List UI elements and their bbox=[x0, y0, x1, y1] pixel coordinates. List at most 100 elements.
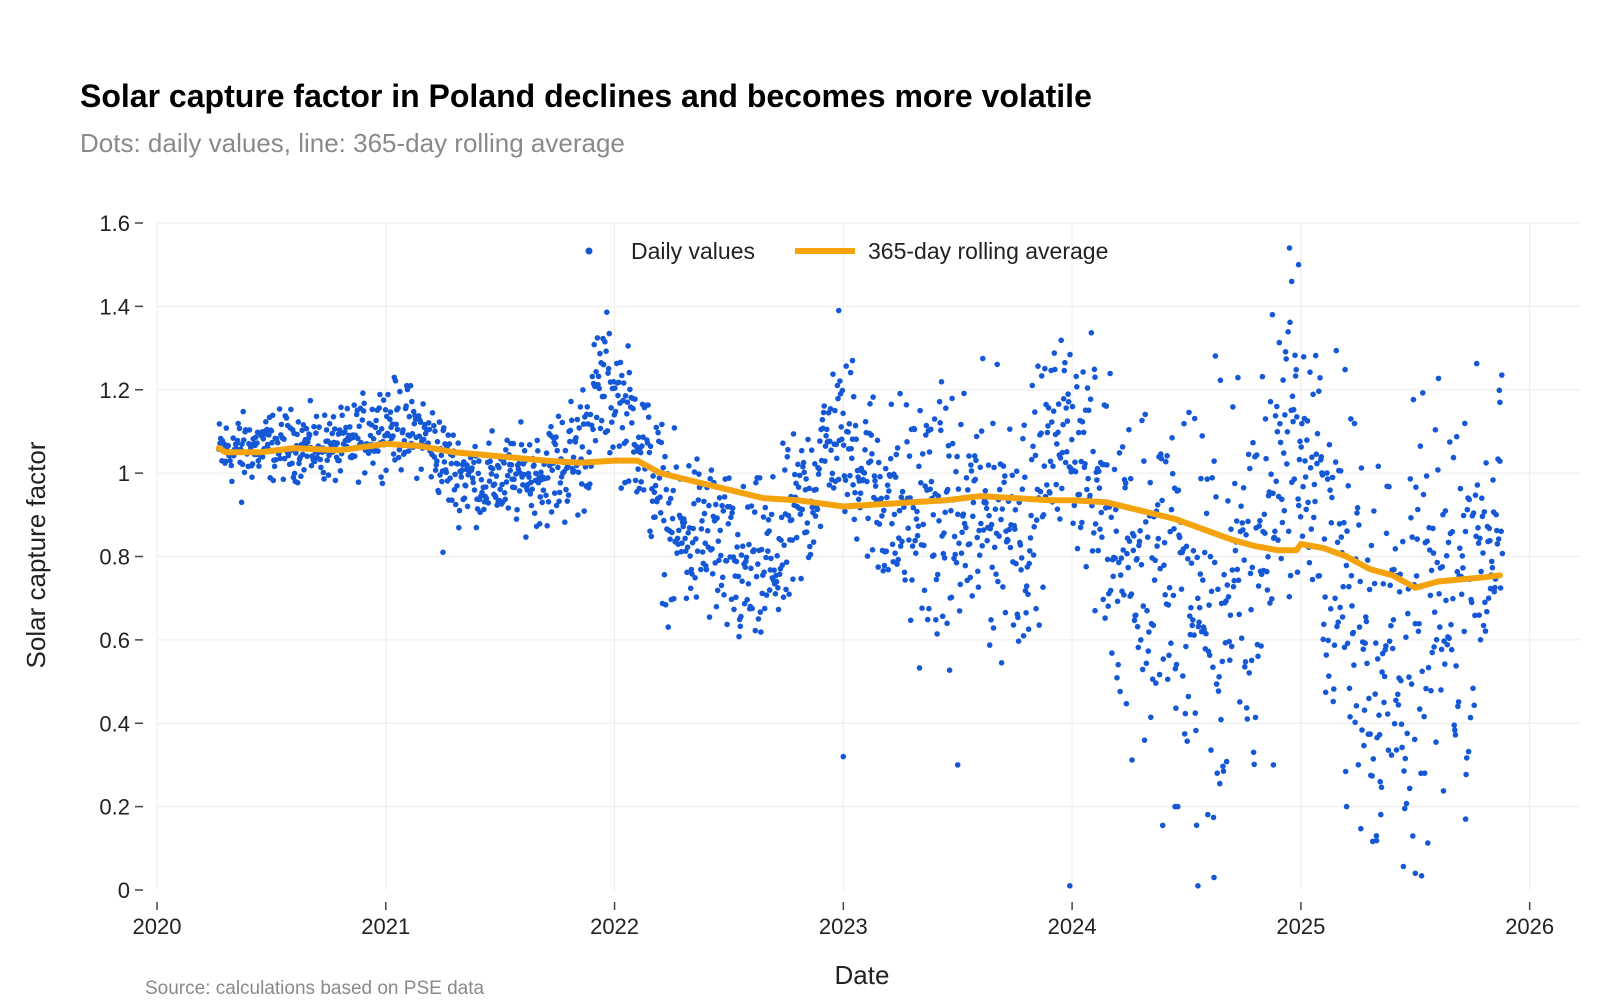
daily-value-point bbox=[751, 509, 758, 515]
daily-value-point bbox=[993, 571, 999, 577]
daily-value-point bbox=[1475, 540, 1482, 546]
daily-value-point bbox=[852, 489, 858, 496]
daily-value-point bbox=[1360, 646, 1367, 652]
daily-value-point bbox=[574, 416, 581, 423]
daily-value-point bbox=[1480, 622, 1487, 629]
daily-value-point bbox=[765, 548, 771, 554]
daily-value-point bbox=[1055, 429, 1061, 436]
daily-value-point bbox=[353, 411, 360, 418]
daily-value-point bbox=[1297, 514, 1304, 520]
daily-value-point bbox=[1443, 597, 1449, 604]
daily-value-point bbox=[1366, 695, 1372, 702]
daily-value-point bbox=[835, 476, 842, 483]
daily-value-point bbox=[1210, 814, 1217, 821]
daily-value-point bbox=[1307, 465, 1314, 471]
daily-value-point bbox=[296, 460, 302, 467]
daily-value-point bbox=[991, 464, 997, 471]
y-tick-label: 0 bbox=[118, 878, 130, 903]
daily-value-point bbox=[1376, 712, 1382, 718]
daily-value-point bbox=[1036, 622, 1042, 628]
daily-value-point bbox=[667, 495, 674, 502]
daily-value-point bbox=[1262, 416, 1269, 422]
daily-value-point bbox=[1454, 568, 1461, 575]
daily-value-point bbox=[1242, 664, 1248, 670]
daily-value-point bbox=[1224, 582, 1231, 588]
daily-value-point bbox=[1281, 507, 1288, 514]
daily-value-point bbox=[1141, 458, 1147, 464]
daily-value-point bbox=[1112, 555, 1118, 561]
daily-value-point bbox=[548, 509, 555, 515]
daily-value-point bbox=[1032, 409, 1038, 415]
daily-value-point bbox=[830, 371, 836, 378]
daily-value-point bbox=[1211, 559, 1218, 566]
daily-value-point bbox=[1103, 403, 1110, 409]
daily-value-point bbox=[1342, 366, 1348, 373]
daily-value-point bbox=[568, 398, 574, 405]
daily-value-point bbox=[928, 478, 935, 485]
daily-value-point bbox=[714, 515, 720, 521]
daily-value-point bbox=[894, 561, 900, 567]
daily-value-point bbox=[1142, 411, 1148, 418]
daily-value-point bbox=[828, 447, 834, 454]
daily-value-point bbox=[1354, 510, 1360, 516]
daily-value-point bbox=[1060, 421, 1066, 428]
daily-value-point bbox=[311, 458, 318, 465]
daily-value-point bbox=[1191, 415, 1198, 422]
daily-value-point bbox=[268, 428, 275, 434]
daily-value-point bbox=[307, 397, 314, 404]
daily-value-point bbox=[441, 425, 447, 431]
daily-value-point bbox=[1331, 686, 1337, 692]
daily-value-point bbox=[1370, 756, 1377, 762]
daily-value-point bbox=[555, 413, 562, 420]
daily-value-point bbox=[273, 457, 279, 463]
daily-value-point bbox=[1300, 354, 1307, 360]
daily-value-point bbox=[597, 425, 604, 432]
y-tick-label: 0.6 bbox=[99, 628, 130, 653]
daily-value-point bbox=[360, 408, 367, 414]
daily-value-point bbox=[919, 605, 925, 611]
daily-value-point bbox=[1214, 770, 1220, 776]
daily-value-point bbox=[1344, 528, 1350, 534]
daily-value-point bbox=[528, 502, 535, 509]
daily-value-point bbox=[575, 512, 581, 518]
daily-value-point bbox=[819, 416, 826, 423]
daily-value-point bbox=[1069, 436, 1075, 443]
daily-value-point bbox=[1241, 557, 1247, 563]
daily-value-point bbox=[1186, 409, 1192, 416]
daily-value-point bbox=[1396, 589, 1403, 595]
daily-value-point bbox=[1137, 528, 1143, 534]
daily-value-point bbox=[1448, 621, 1454, 628]
daily-value-point bbox=[983, 505, 990, 512]
daily-value-point bbox=[240, 408, 246, 415]
daily-value-point bbox=[1070, 520, 1076, 527]
daily-value-point bbox=[513, 516, 520, 522]
daily-value-point bbox=[1497, 399, 1503, 406]
daily-value-point bbox=[1457, 485, 1464, 492]
daily-value-point bbox=[239, 461, 246, 468]
daily-value-point bbox=[301, 467, 307, 473]
daily-value-point bbox=[1386, 638, 1393, 644]
daily-value-point bbox=[1119, 444, 1126, 450]
daily-value-point bbox=[455, 440, 462, 446]
daily-value-point bbox=[1400, 863, 1407, 870]
daily-value-point bbox=[1483, 460, 1489, 466]
daily-value-point bbox=[745, 581, 752, 587]
daily-value-point bbox=[1383, 643, 1389, 649]
daily-value-point bbox=[1084, 486, 1090, 493]
daily-value-point bbox=[332, 477, 339, 484]
daily-value-point bbox=[1050, 463, 1056, 470]
daily-value-point bbox=[418, 466, 425, 473]
daily-value-point bbox=[744, 596, 750, 603]
daily-value-point bbox=[409, 430, 416, 437]
daily-value-point bbox=[1235, 577, 1242, 584]
daily-value-point bbox=[1302, 458, 1308, 464]
daily-value-point bbox=[1216, 674, 1222, 680]
daily-value-point bbox=[1411, 736, 1418, 743]
daily-value-point bbox=[686, 463, 692, 469]
daily-value-point bbox=[904, 439, 910, 445]
daily-value-point bbox=[1013, 560, 1019, 567]
daily-value-point bbox=[1268, 471, 1274, 478]
y-tick-label: 1.2 bbox=[99, 378, 130, 403]
daily-value-point bbox=[1431, 609, 1438, 615]
daily-value-point bbox=[1357, 578, 1363, 585]
